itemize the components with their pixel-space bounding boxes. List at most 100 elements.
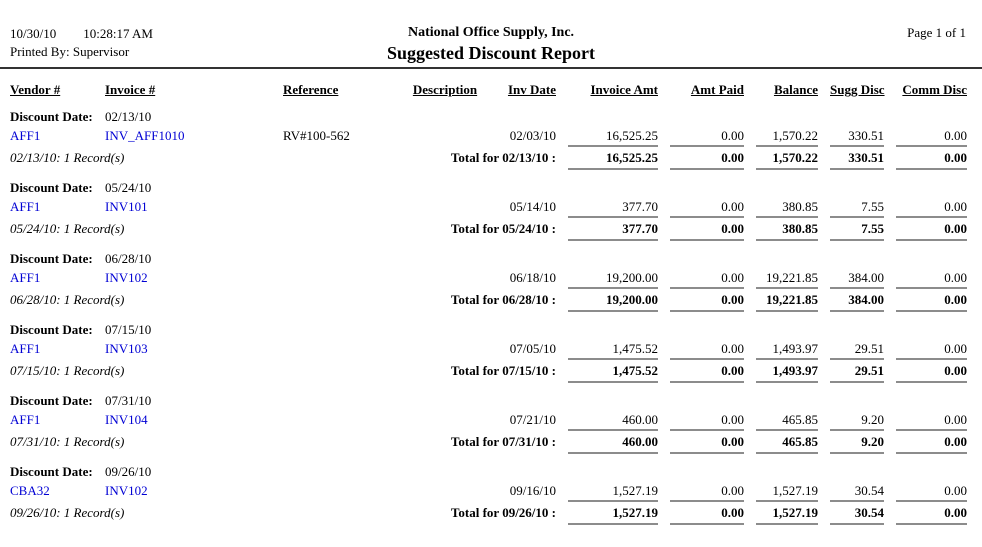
discount-date-value: 07/31/10 (105, 393, 152, 408)
balance-cell: 19,221.85 (766, 270, 818, 285)
amt-paid-cell: 0.00 (721, 341, 744, 356)
total-comm-disc: 0.00 (896, 287, 967, 312)
sugg-disc-cell: 330.51 (848, 128, 884, 143)
amt-paid-cell: 0.00 (721, 412, 744, 427)
invoice-row: AFF1 INV102 06/18/10 19,200.00 0.00 19,2… (0, 268, 982, 287)
invoice-amt-cell: 377.70 (622, 199, 658, 214)
vendor-link[interactable]: AFF1 (10, 270, 41, 285)
record-count-note: 02/13/10: 1 Record(s) (10, 150, 125, 165)
discount-date-row: Discount Date: 07/31/10 (0, 391, 982, 410)
total-comm-disc: 0.00 (896, 145, 967, 170)
discount-group: Discount Date: 07/15/10 AFF1 INV103 07/0… (0, 320, 982, 383)
total-balance: 1,570.22 (756, 145, 818, 170)
company-name: National Office Supply, Inc. (407, 25, 575, 40)
inv-date-cell: 02/03/10 (509, 128, 556, 143)
group-total-label: Total for 02/13/10 : (450, 150, 556, 165)
invoice-amt-cell: 1,475.52 (612, 341, 659, 356)
discount-date-label: Discount Date: (10, 393, 93, 408)
discount-date-label: Discount Date: (10, 464, 93, 479)
invoice-link[interactable]: INV102 (105, 483, 148, 498)
invoice-link[interactable]: INV103 (105, 341, 148, 356)
vendor-link[interactable]: CBA32 (10, 483, 50, 498)
comm-disc-cell: 0.00 (944, 412, 967, 427)
total-sugg-disc: 7.55 (830, 216, 884, 241)
group-total-label: Total for 05/24/10 : (450, 221, 556, 236)
total-balance: 465.85 (756, 429, 818, 454)
column-header-vendor: Vendor # (10, 82, 61, 97)
total-sugg-disc: 30.54 (830, 500, 884, 525)
total-invoice-amt: 1,527.19 (568, 500, 658, 525)
comm-disc-cell: 0.00 (944, 128, 967, 143)
discount-group: Discount Date: 02/13/10 AFF1 INV_AFF1010… (0, 107, 982, 170)
total-sugg-disc: 9.20 (830, 429, 884, 454)
invoice-link[interactable]: INV104 (105, 412, 148, 427)
vendor-link[interactable]: AFF1 (10, 128, 41, 143)
amt-paid-cell: 0.00 (721, 199, 744, 214)
record-count-note: 07/31/10: 1 Record(s) (10, 434, 125, 449)
total-amt-paid: 0.00 (670, 287, 744, 312)
inv-date-cell: 09/16/10 (509, 483, 556, 498)
record-count-note: 07/15/10: 1 Record(s) (10, 363, 125, 378)
sugg-disc-cell: 384.00 (848, 270, 884, 285)
page-header: 10/30/10 10:28:17 AM Printed By: Supervi… (0, 0, 982, 67)
discount-date-row: Discount Date: 06/28/10 (0, 249, 982, 268)
vendor-link[interactable]: AFF1 (10, 341, 41, 356)
total-sugg-disc: 29.51 (830, 358, 884, 383)
discount-date-row: Discount Date: 09/26/10 (0, 462, 982, 481)
record-count-note: 05/24/10: 1 Record(s) (10, 221, 125, 236)
vendor-link[interactable]: AFF1 (10, 412, 41, 427)
discount-group: Discount Date: 09/26/10 CBA32 INV102 09/… (0, 462, 982, 525)
invoice-amt-cell: 1,527.19 (612, 483, 659, 498)
invoice-link[interactable]: INV101 (105, 199, 148, 214)
group-total-label: Total for 09/26/10 : (450, 505, 556, 520)
column-header-reference: Reference (283, 82, 339, 97)
header-rule (0, 67, 982, 69)
invoice-link[interactable]: INV_AFF1010 (105, 128, 185, 143)
total-amt-paid: 0.00 (670, 500, 744, 525)
balance-cell: 465.85 (782, 412, 818, 427)
group-total-row: 06/28/10: 1 Record(s) Total for 06/28/10… (0, 287, 982, 312)
invoice-row: AFF1 INV_AFF1010 RV#100-562 02/03/10 16,… (0, 126, 982, 145)
comm-disc-cell: 0.00 (944, 270, 967, 285)
total-comm-disc: 0.00 (896, 358, 967, 383)
discount-date-row: Discount Date: 05/24/10 (0, 178, 982, 197)
inv-date-cell: 07/05/10 (509, 341, 556, 356)
invoice-amt-cell: 460.00 (622, 412, 658, 427)
header-left: 10/30/10 10:28:17 AM Printed By: Supervi… (10, 25, 968, 61)
sugg-disc-cell: 29.51 (854, 341, 884, 356)
discount-date-row: Discount Date: 07/15/10 (0, 320, 982, 339)
invoice-amt-cell: 16,525.25 (606, 128, 658, 143)
column-header-invoice: Invoice # (105, 82, 156, 97)
column-header-inv-date: Inv Date (507, 82, 556, 97)
group-total-row: 07/31/10: 1 Record(s) Total for 07/31/10… (0, 429, 982, 454)
group-total-row: 09/26/10: 1 Record(s) Total for 09/26/10… (0, 500, 982, 525)
discount-date-label: Discount Date: (10, 322, 93, 337)
total-amt-paid: 0.00 (670, 216, 744, 241)
discount-date-value: 09/26/10 (105, 464, 152, 479)
column-header-comm-disc: Comm Disc (902, 82, 967, 97)
total-amt-paid: 0.00 (670, 145, 744, 170)
discount-date-value: 05/24/10 (105, 180, 152, 195)
balance-cell: 1,570.22 (772, 128, 819, 143)
header-center: National Office Supply, Inc. Suggested D… (0, 25, 982, 64)
total-invoice-amt: 377.70 (568, 216, 658, 241)
comm-disc-cell: 0.00 (944, 341, 967, 356)
discount-date-label: Discount Date: (10, 109, 93, 124)
total-sugg-disc: 384.00 (830, 287, 884, 312)
record-count-note: 06/28/10: 1 Record(s) (10, 292, 125, 307)
discount-group: Discount Date: 07/31/10 AFF1 INV104 07/2… (0, 391, 982, 454)
invoice-row: AFF1 INV101 05/14/10 377.70 0.00 380.85 … (0, 197, 982, 216)
discount-date-row: Discount Date: 02/13/10 (0, 107, 982, 126)
comm-disc-cell: 0.00 (944, 483, 967, 498)
discount-group: Discount Date: 06/28/10 AFF1 INV102 06/1… (0, 249, 982, 312)
total-invoice-amt: 19,200.00 (568, 287, 658, 312)
total-balance: 1,527.19 (756, 500, 818, 525)
invoice-link[interactable]: INV102 (105, 270, 148, 285)
vendor-link[interactable]: AFF1 (10, 199, 41, 214)
discount-date-value: 02/13/10 (105, 109, 152, 124)
sugg-disc-cell: 30.54 (854, 483, 884, 498)
column-header-amt-paid: Amt Paid (690, 82, 744, 97)
page-number: Page 1 of 1 (907, 25, 966, 40)
inv-date-cell: 05/14/10 (509, 199, 556, 214)
